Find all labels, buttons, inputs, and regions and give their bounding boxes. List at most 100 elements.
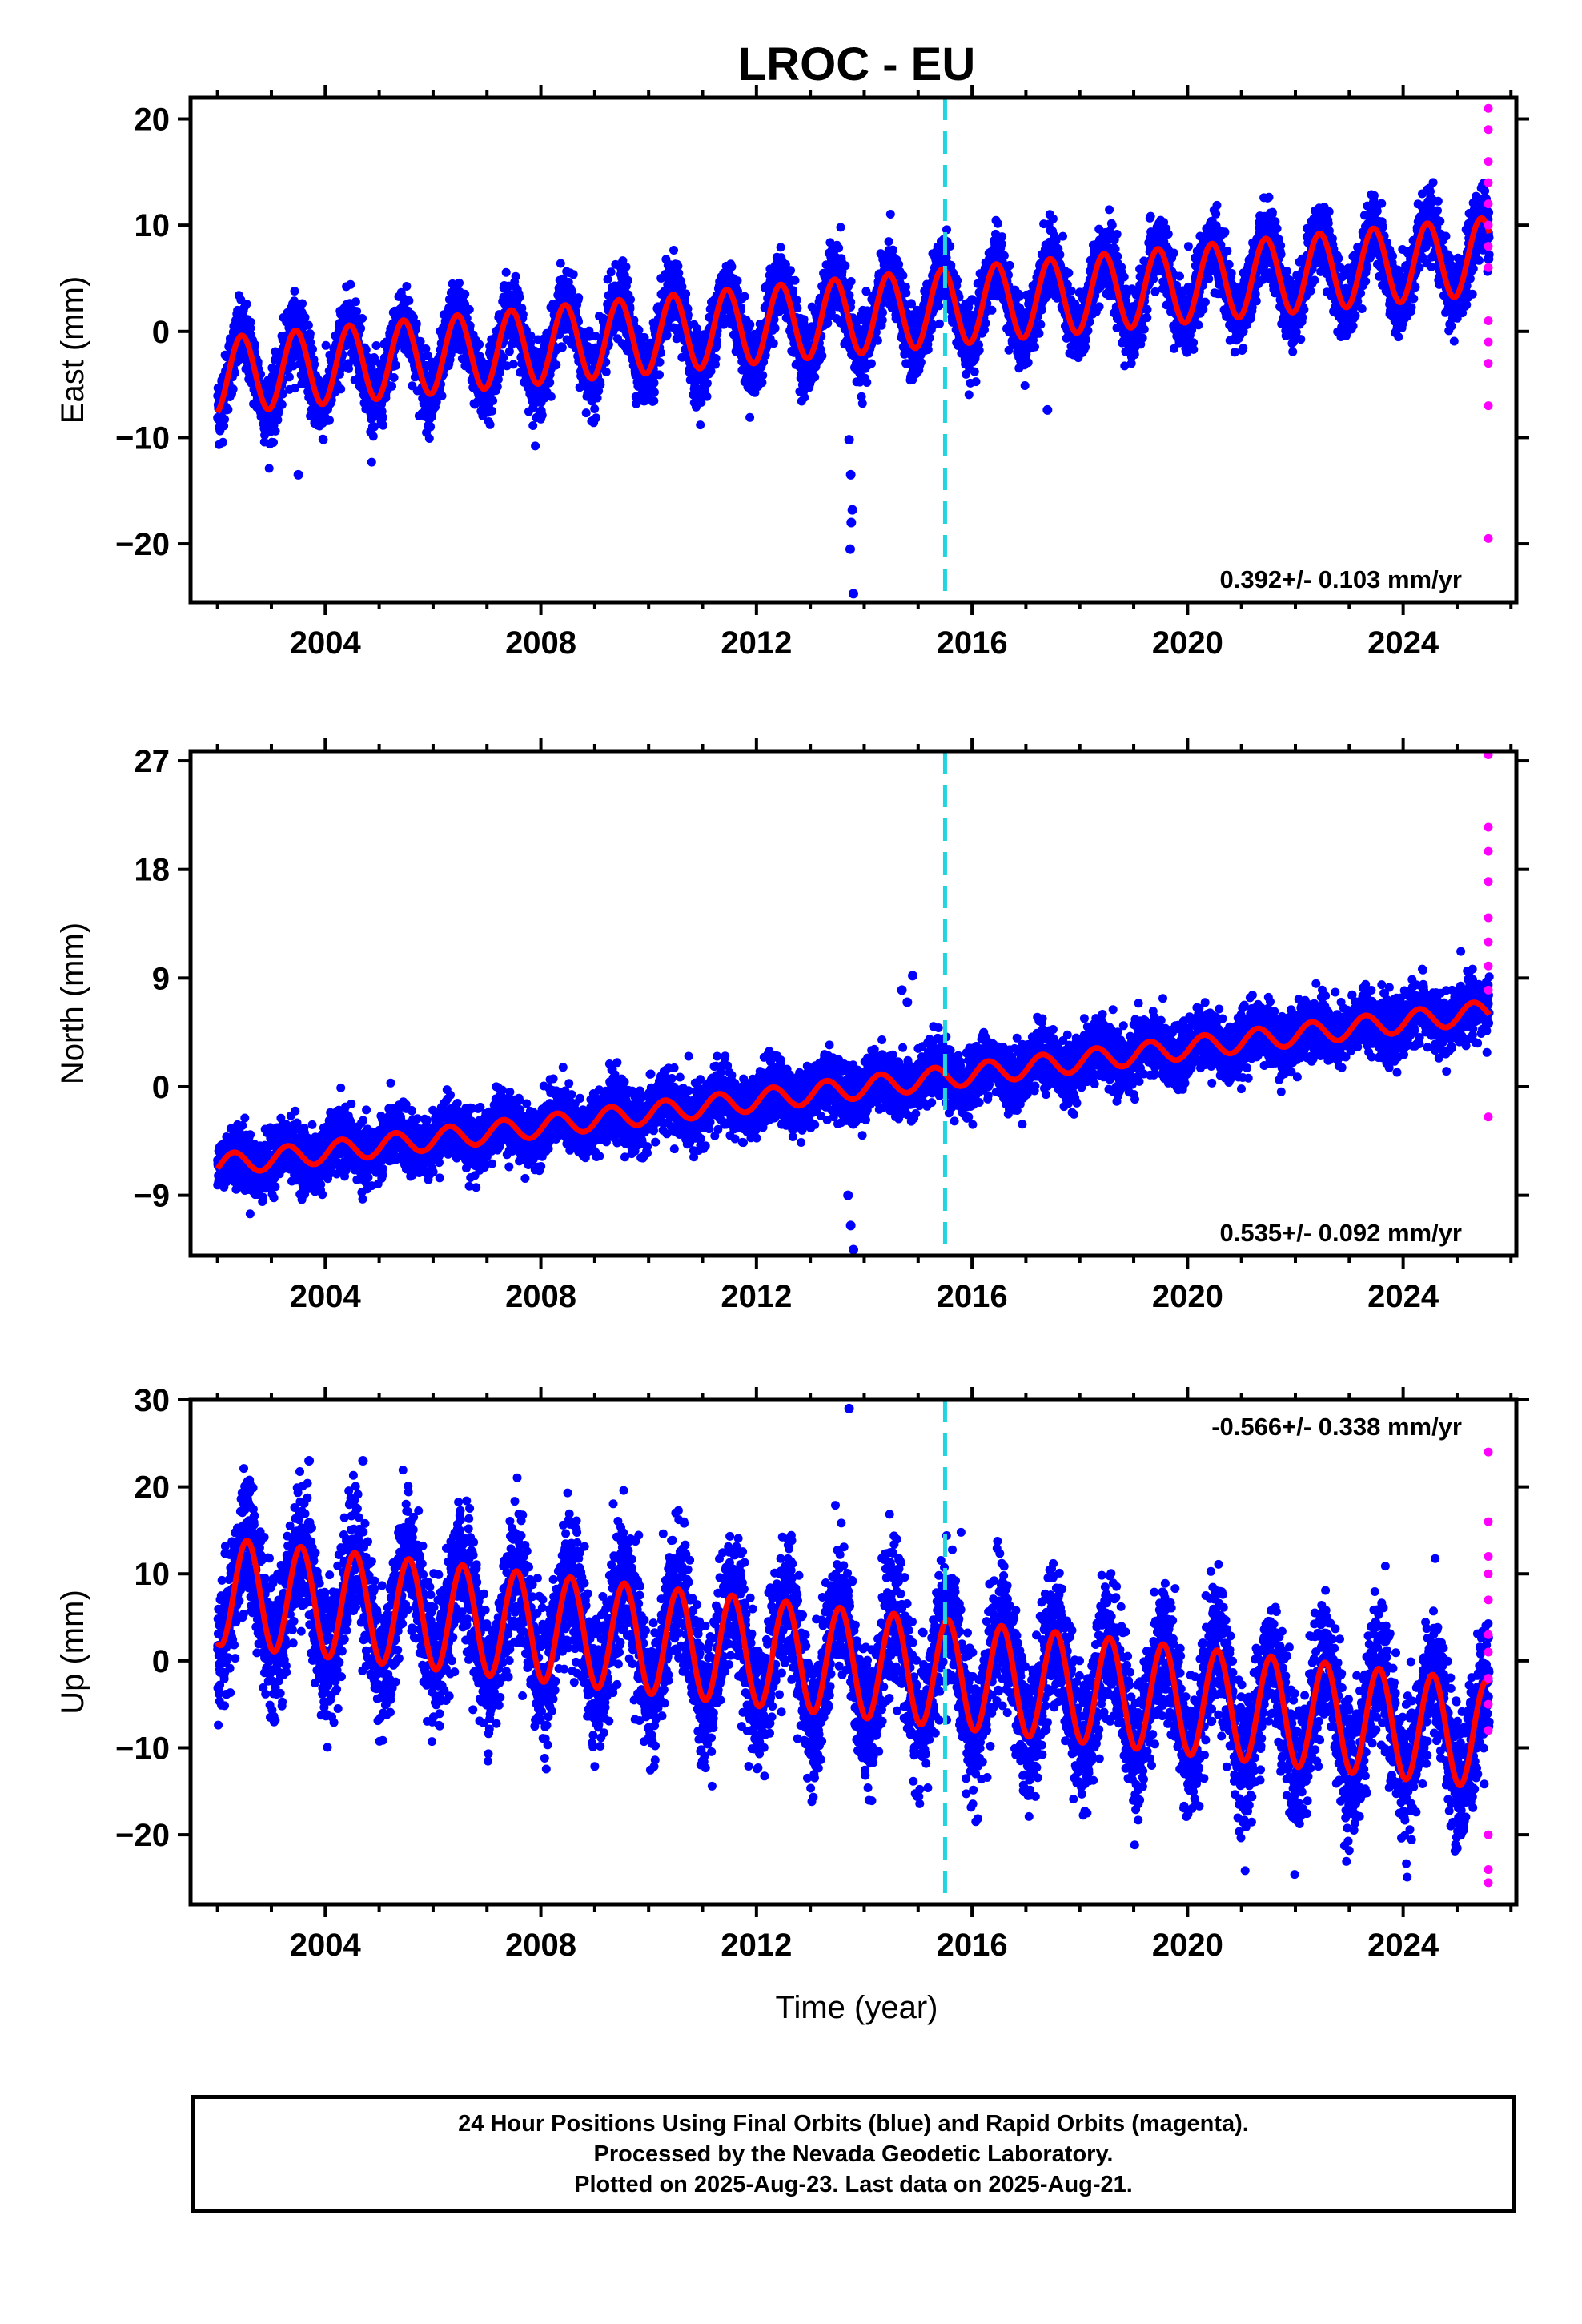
final-orbit-point xyxy=(531,441,540,451)
final-orbit-point xyxy=(841,261,850,271)
final-orbit-point xyxy=(702,392,712,401)
panel-1: 2004 2008 2012 2016 2020 2024−20−1001020East … xyxy=(55,85,1529,661)
final-orbit-point xyxy=(250,341,259,350)
final-orbit-point xyxy=(888,245,897,255)
final-orbit-point xyxy=(492,382,502,392)
final-orbit-point xyxy=(508,360,518,369)
panels: 2004 2008 2012 2016 2020 2024−20−1001020East … xyxy=(55,85,1529,1963)
final-orbit-point xyxy=(300,312,310,322)
final-orbit-point xyxy=(290,384,299,393)
final-orbit-point xyxy=(546,392,556,401)
final-orbit-point xyxy=(789,286,798,296)
final-orbit-point xyxy=(786,266,795,275)
final-orbit-point xyxy=(885,210,895,219)
final-orbit-point xyxy=(592,413,601,423)
final-orbit-point xyxy=(381,393,391,403)
final-orbit-point xyxy=(817,351,827,360)
final-orbit-point xyxy=(228,384,238,394)
final-orbit-point xyxy=(884,237,893,247)
final-orbit-point xyxy=(711,354,721,363)
final-orbit-point xyxy=(298,299,307,308)
final-orbit-point xyxy=(727,262,737,271)
final-orbit-point xyxy=(878,308,887,317)
final-orbit-point xyxy=(518,310,528,319)
final-orbit-point xyxy=(231,368,240,377)
final-orbit-point xyxy=(426,422,436,432)
final-orbit-point xyxy=(526,331,536,340)
final-orbit-point xyxy=(923,345,933,354)
final-orbit-point xyxy=(389,373,399,382)
final-orbit-point xyxy=(223,404,233,414)
final-orbit-point xyxy=(581,408,591,418)
final-orbit-point xyxy=(246,317,255,327)
final-orbit-point xyxy=(219,421,229,431)
final-orbit-point xyxy=(745,320,755,329)
final-orbit-point xyxy=(649,378,659,388)
final-orbit-point xyxy=(655,357,665,367)
final-orbit-point xyxy=(351,297,360,307)
final-orbit-point xyxy=(464,304,474,314)
final-orbit-point xyxy=(264,464,274,473)
final-orbit-point xyxy=(515,292,524,302)
final-orbit-point xyxy=(424,434,434,443)
final-orbit-point xyxy=(702,379,712,388)
final-orbit-point xyxy=(367,457,376,467)
final-orbit-point xyxy=(733,276,742,286)
final-orbit-point xyxy=(303,320,313,330)
final-orbit-point xyxy=(371,341,381,350)
final-orbit-point xyxy=(460,289,470,299)
final-orbit-point xyxy=(356,324,366,333)
final-orbit-point xyxy=(606,267,616,277)
final-orbit-point xyxy=(846,277,856,286)
final-orbit-point xyxy=(358,314,367,323)
final-orbit-point xyxy=(649,388,659,397)
final-orbit-point xyxy=(790,275,800,285)
final-orbit-point xyxy=(769,339,778,348)
final-orbit-point xyxy=(391,360,400,370)
final-orbit-point xyxy=(274,407,283,416)
final-orbit-point xyxy=(626,295,635,304)
final-orbit-point xyxy=(621,262,631,271)
final-orbit-point xyxy=(862,378,872,387)
final-orbit-point xyxy=(361,345,371,355)
final-orbit-point xyxy=(219,437,227,447)
final-orbit-point xyxy=(412,319,421,328)
final-orbit-point xyxy=(378,412,387,421)
final-orbit-point xyxy=(310,360,319,369)
final-orbit-point xyxy=(488,396,498,405)
final-orbit-point xyxy=(770,324,780,333)
final-orbit-point xyxy=(421,344,431,353)
final-orbit-point xyxy=(402,282,412,291)
final-orbit-point xyxy=(649,396,659,405)
final-orbit-point xyxy=(601,368,611,376)
final-orbit-point xyxy=(387,381,396,391)
final-orbit-point xyxy=(867,359,876,368)
final-orbit-point xyxy=(269,438,278,447)
final-orbit-point xyxy=(545,378,555,388)
final-orbit-point xyxy=(242,300,251,308)
final-orbit-point xyxy=(590,404,600,413)
final-orbit-point xyxy=(916,357,926,367)
final-orbit-point xyxy=(404,296,414,305)
final-orbit-points xyxy=(213,178,1494,599)
final-orbit-point xyxy=(568,270,578,279)
final-orbit-point xyxy=(271,426,280,436)
final-orbit-point xyxy=(655,370,664,380)
final-orbit-point xyxy=(552,360,561,370)
final-orbit-point xyxy=(946,260,956,270)
final-orbit-point xyxy=(669,246,678,255)
final-orbit-point xyxy=(485,420,495,429)
final-orbit-point xyxy=(758,371,768,380)
final-orbit-point xyxy=(511,271,520,281)
final-orbit-point xyxy=(873,336,882,345)
final-orbit-point xyxy=(308,344,317,354)
final-orbit-point xyxy=(368,432,378,441)
final-orbit-point xyxy=(504,347,514,356)
final-orbit-point xyxy=(528,421,538,430)
final-orbit-point xyxy=(346,279,355,289)
final-orbit-point xyxy=(495,368,504,377)
final-orbit-point xyxy=(488,406,497,416)
final-orbit-point xyxy=(810,372,820,382)
final-orbit-point xyxy=(379,420,388,430)
